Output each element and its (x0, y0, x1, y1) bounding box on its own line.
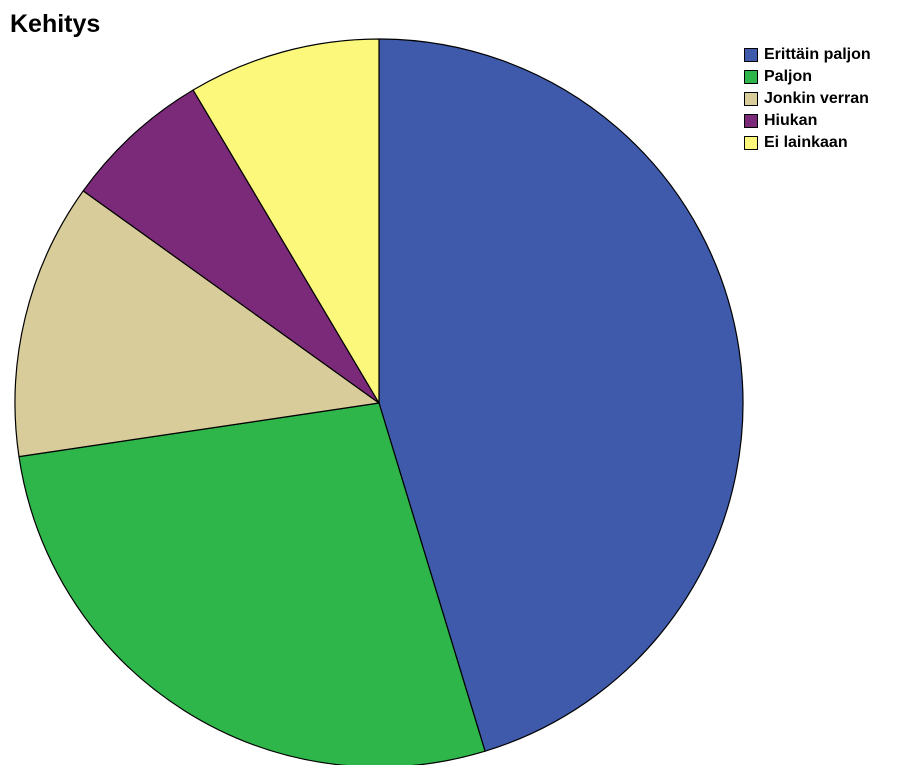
legend-swatch (744, 92, 758, 106)
pie-slice (14, 190, 380, 458)
legend-item: Paljon (744, 66, 871, 88)
chart-title: Kehitys (10, 10, 101, 38)
legend-swatch (744, 70, 758, 84)
legend-item: Erittäin paljon (744, 44, 871, 66)
pie-slice (18, 402, 486, 765)
legend-label: Hiukan (764, 112, 818, 129)
legend-item: Hiukan (744, 110, 871, 132)
pie-slice (378, 38, 744, 752)
pie-slice (192, 38, 380, 404)
legend-item: Ei lainkaan (744, 132, 871, 154)
pie-slice (82, 89, 380, 404)
legend-item: Jonkin verran (744, 88, 871, 110)
legend-swatch (744, 48, 758, 62)
legend-swatch (744, 136, 758, 150)
legend-label: Paljon (764, 68, 813, 85)
legend-label: Jonkin verran (764, 90, 869, 107)
legend-label: Erittäin paljon (764, 46, 871, 63)
legend-swatch (744, 114, 758, 128)
legend: Erittäin paljon Paljon Jonkin verran Hiukan… (744, 44, 871, 154)
legend-label: Ei lainkaan (764, 134, 848, 151)
